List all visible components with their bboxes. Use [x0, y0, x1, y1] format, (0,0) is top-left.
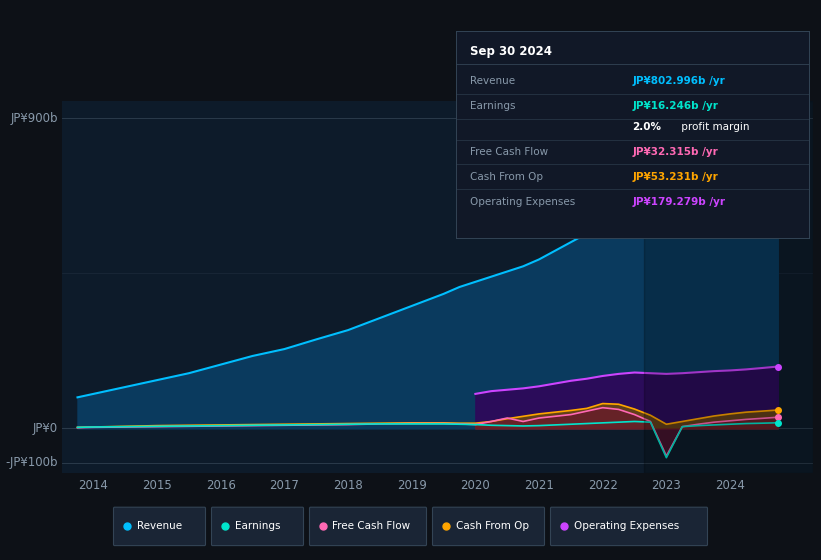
Text: Cash From Op: Cash From Op	[456, 521, 529, 531]
Text: JP¥179.279b /yr: JP¥179.279b /yr	[632, 197, 725, 207]
Text: JP¥32.315b /yr: JP¥32.315b /yr	[632, 147, 718, 157]
Text: JP¥53.231b /yr: JP¥53.231b /yr	[632, 172, 718, 181]
Text: 2.0%: 2.0%	[632, 122, 661, 132]
Text: Cash From Op: Cash From Op	[470, 172, 543, 181]
Text: Revenue: Revenue	[470, 76, 515, 86]
FancyBboxPatch shape	[310, 507, 426, 545]
Text: Operating Expenses: Operating Expenses	[470, 197, 575, 207]
Text: Free Cash Flow: Free Cash Flow	[333, 521, 410, 531]
Text: JP¥16.246b /yr: JP¥16.246b /yr	[632, 101, 718, 111]
Text: profit margin: profit margin	[678, 122, 750, 132]
Text: JP¥900b: JP¥900b	[11, 111, 57, 124]
Text: Earnings: Earnings	[470, 101, 516, 111]
Text: Free Cash Flow: Free Cash Flow	[470, 147, 548, 157]
FancyBboxPatch shape	[212, 507, 304, 545]
FancyBboxPatch shape	[433, 507, 544, 545]
Text: Revenue: Revenue	[136, 521, 181, 531]
FancyBboxPatch shape	[551, 507, 708, 545]
Bar	[644, 101, 813, 473]
FancyBboxPatch shape	[113, 507, 205, 545]
Text: -JP¥100b: -JP¥100b	[5, 456, 57, 469]
Text: JP¥0: JP¥0	[33, 422, 57, 435]
Text: Sep 30 2024: Sep 30 2024	[470, 45, 552, 58]
Text: Operating Expenses: Operating Expenses	[574, 521, 679, 531]
Text: JP¥802.996b /yr: JP¥802.996b /yr	[632, 76, 725, 86]
Text: Earnings: Earnings	[235, 521, 280, 531]
